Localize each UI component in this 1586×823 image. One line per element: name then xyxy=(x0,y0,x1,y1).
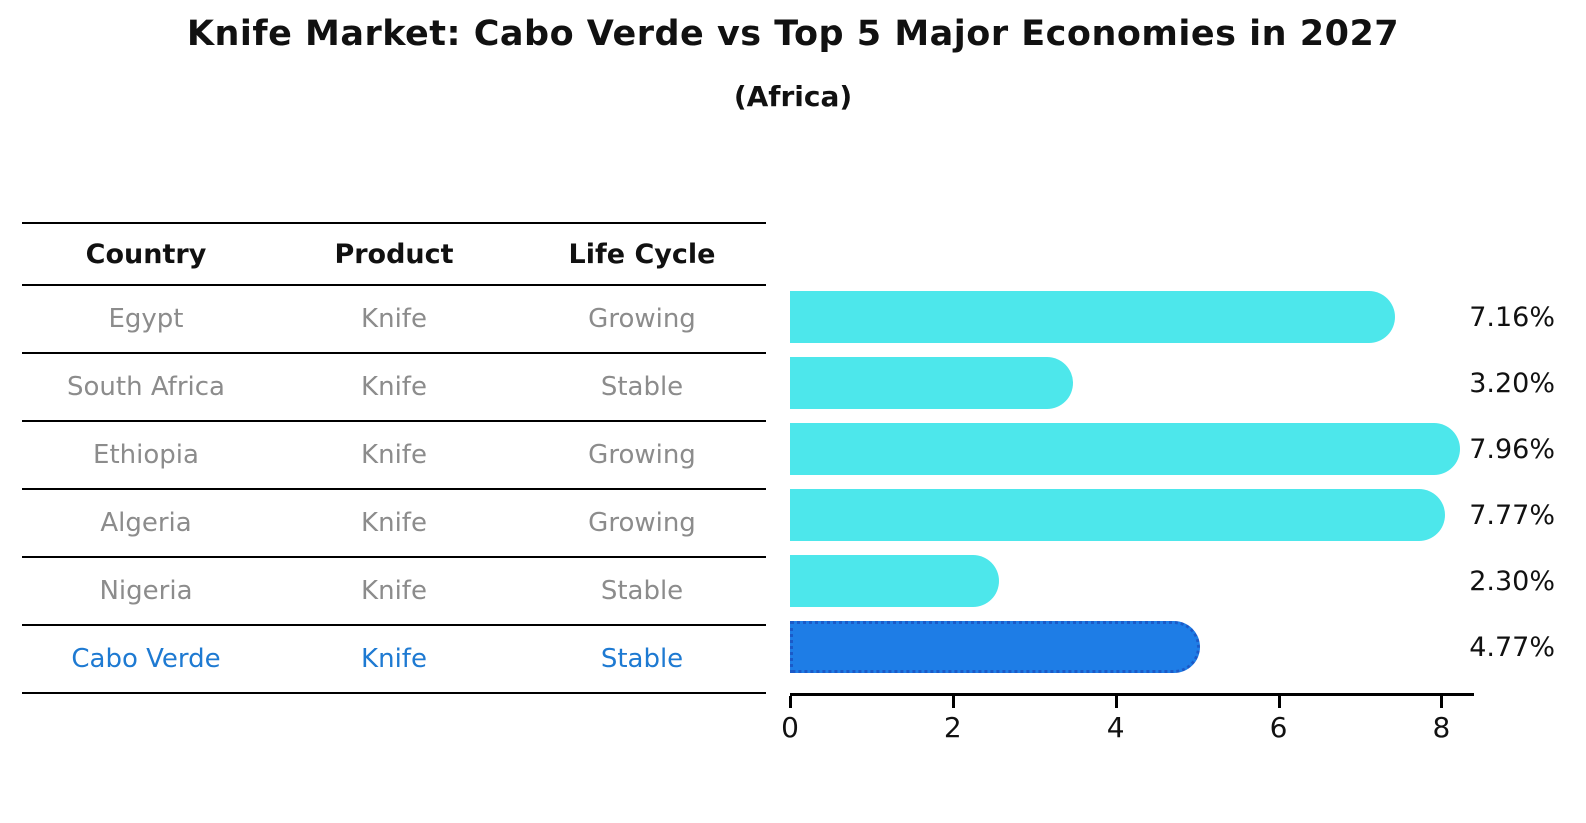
chart-subtitle: (Africa) xyxy=(733,80,853,113)
cell-lifecycle: Stable xyxy=(600,644,684,674)
x-axis-tick-label: 0 xyxy=(781,711,799,744)
col-header-lifecycle: Life Cycle xyxy=(568,238,716,270)
cell-product: Knife xyxy=(361,644,427,674)
cell-lifecycle: Growing xyxy=(588,304,696,334)
plot-area xyxy=(790,284,1474,680)
cell-country: Nigeria xyxy=(99,576,193,606)
value-label: 7.96% xyxy=(1469,433,1555,465)
table-row-cabo-verde: Cabo Verde Knife Stable xyxy=(22,624,766,692)
summary-table: Country Product Life Cycle Egypt Knife G… xyxy=(22,222,766,694)
x-axis-tick xyxy=(789,696,792,708)
cell-country: Ethiopia xyxy=(93,440,199,470)
cell-country: Egypt xyxy=(108,304,184,334)
cell-country: Algeria xyxy=(100,508,192,538)
x-axis-tick-label: 2 xyxy=(943,711,962,744)
cell-lifecycle: Stable xyxy=(600,372,684,402)
bar-algeria xyxy=(790,489,1445,541)
cell-lifecycle: Growing xyxy=(588,440,696,470)
x-axis-tick-label: 8 xyxy=(1432,711,1451,744)
bar-band xyxy=(790,482,1474,548)
cell-product: Knife xyxy=(361,440,427,470)
value-label: 4.77% xyxy=(1469,631,1555,663)
cell-country: South Africa xyxy=(67,372,225,402)
cell-country: Cabo Verde xyxy=(71,644,221,674)
bar-band xyxy=(790,614,1474,680)
x-axis: 0 2 4 6 8 xyxy=(781,693,1474,753)
value-label-column: 7.16% 3.20% 7.96% 7.77% 2.30% 4.77% xyxy=(1450,284,1555,680)
x-axis-tick-label: 4 xyxy=(1106,711,1125,744)
bar-band xyxy=(790,548,1474,614)
col-header-country: Country xyxy=(85,238,207,270)
cell-product: Knife xyxy=(361,372,427,402)
value-label: 2.30% xyxy=(1469,565,1555,597)
table-row: Ethiopia Knife Growing xyxy=(22,420,766,488)
x-axis-tick xyxy=(1440,696,1444,708)
bar-egypt xyxy=(790,291,1396,343)
table-row: Egypt Knife Growing xyxy=(22,284,766,352)
bar-ethiopia xyxy=(790,423,1461,475)
x-axis-line xyxy=(790,693,1474,696)
table-row: Algeria Knife Growing xyxy=(22,488,766,556)
bar-nigeria xyxy=(790,555,1000,607)
x-axis-tick-label: 6 xyxy=(1269,711,1288,744)
cell-product: Knife xyxy=(361,576,427,606)
bar-south-africa xyxy=(790,357,1073,409)
bar-band xyxy=(790,416,1474,482)
bar-band xyxy=(790,350,1474,416)
table-row: Nigeria Knife Stable xyxy=(22,556,766,624)
cell-lifecycle: Stable xyxy=(600,576,684,606)
cell-product: Knife xyxy=(361,304,427,334)
cell-lifecycle: Growing xyxy=(588,508,696,538)
x-axis-tick xyxy=(1277,696,1281,708)
table-header-row: Country Product Life Cycle xyxy=(22,222,766,284)
bar-cabo-verde xyxy=(790,621,1201,673)
bar-band xyxy=(790,284,1474,350)
x-axis-tick xyxy=(951,696,955,708)
value-label: 7.16% xyxy=(1469,301,1555,333)
cell-product: Knife xyxy=(361,508,427,538)
x-axis-tick xyxy=(1114,696,1118,708)
table-row: South Africa Knife Stable xyxy=(22,352,766,420)
value-label: 7.77% xyxy=(1469,499,1555,531)
value-label: 3.20% xyxy=(1469,367,1555,399)
col-header-product: Product xyxy=(334,238,454,270)
chart-title: Knife Market: Cabo Verde vs Top 5 Major … xyxy=(186,14,1400,54)
